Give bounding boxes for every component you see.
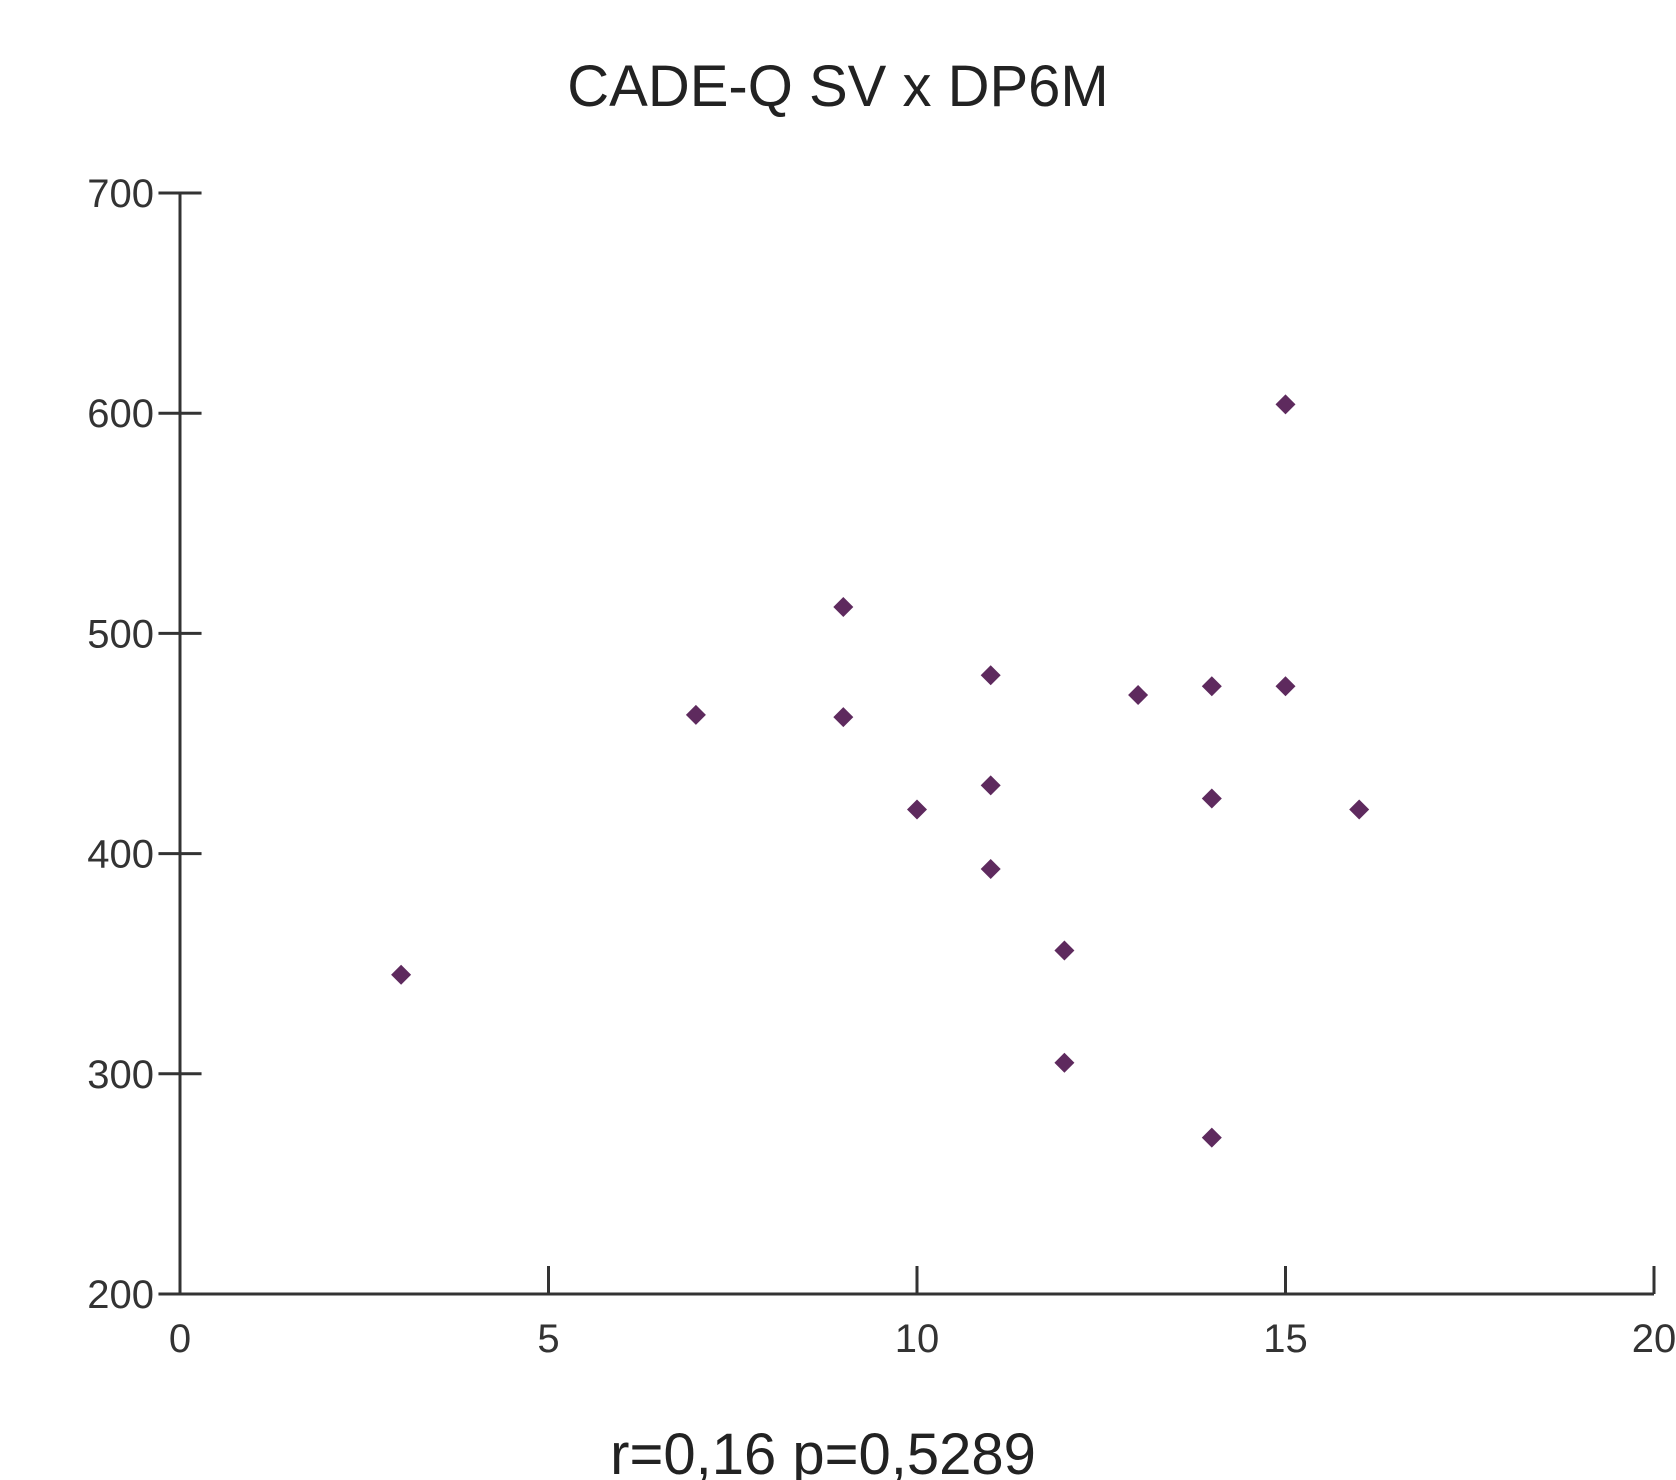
x-tick-label: 5 — [537, 1317, 559, 1361]
data-point — [1201, 1127, 1222, 1148]
correlation-annotation: r=0,16 p=0,5289 — [610, 1422, 1036, 1480]
data-point — [1054, 940, 1075, 961]
x-tick-label: 10 — [895, 1317, 940, 1361]
data-point — [391, 964, 412, 985]
x-tick-label: 15 — [1263, 1317, 1308, 1361]
data-point — [1275, 676, 1296, 697]
data-point — [1349, 799, 1370, 820]
data-points — [391, 394, 1370, 1148]
data-point — [980, 775, 1001, 796]
data-point — [1054, 1052, 1075, 1073]
y-tick-label: 300 — [87, 1053, 154, 1097]
y-tick-label: 200 — [87, 1273, 154, 1317]
data-point — [1275, 394, 1296, 415]
data-point — [1201, 676, 1222, 697]
y-axis-ticks: 200 300 400 500 600 700 — [87, 172, 202, 1317]
data-point — [907, 799, 927, 820]
data-point — [833, 707, 854, 728]
data-point — [980, 859, 1001, 880]
data-point — [980, 665, 1001, 686]
chart-title: CADE-Q SV x DP6M — [567, 54, 1108, 119]
y-tick-label: 600 — [87, 392, 154, 436]
data-point — [685, 704, 706, 725]
data-point — [1201, 788, 1222, 809]
data-point — [833, 596, 854, 617]
y-tick-label: 500 — [87, 612, 154, 656]
data-point — [1128, 685, 1149, 706]
y-tick-label: 700 — [87, 172, 154, 216]
x-tick-label: 20 — [1632, 1317, 1676, 1361]
axes — [178, 193, 1654, 1296]
y-tick-label: 400 — [87, 833, 154, 877]
x-tick-label: 0 — [169, 1317, 191, 1361]
x-axis-ticks: 0 5 10 15 20 — [169, 1266, 1676, 1361]
